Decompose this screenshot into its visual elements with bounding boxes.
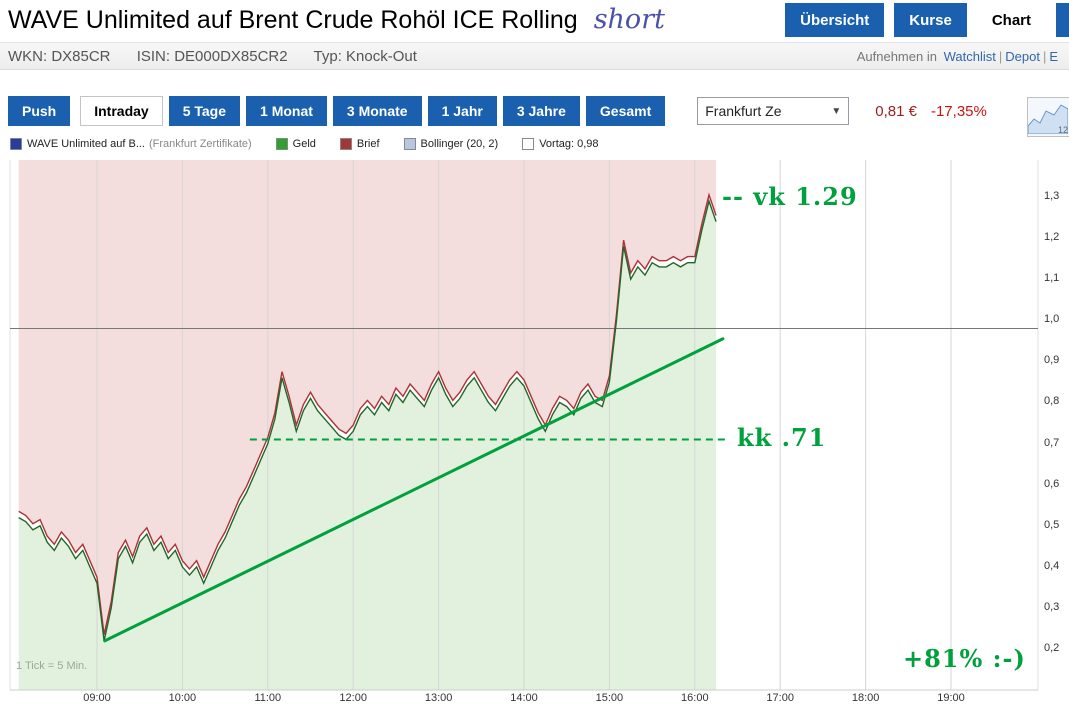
y-tick-label: 1,3	[1044, 189, 1060, 202]
x-tick-label: 16:00	[681, 692, 709, 704]
chart-area: 1,3 1,2 1,1 1,0 0,9 0,8 0,7 0,6 0,5 0,4 0,3 0,2 09:…	[0, 155, 1069, 710]
y-tick-label: 1,2	[1044, 231, 1060, 244]
range-3-jahre[interactable]: 3 Jahre	[502, 96, 580, 126]
chart-toolbar: Push Intraday 5 Tage 1 Monat 3 Monate 1 …	[8, 96, 1069, 137]
range-5-tage[interactable]: 5 Tage	[168, 96, 241, 126]
partial-link[interactable]: E	[1049, 48, 1058, 64]
tab-chart[interactable]: Chart	[976, 3, 1046, 37]
tick-resolution-note: 1 Tick = 5 Min.	[16, 660, 88, 672]
y-tick-label: 0,6	[1044, 477, 1060, 490]
annotation-buy-level: kk .71	[737, 423, 827, 452]
tab-kurse[interactable]: Kurse	[894, 3, 967, 37]
tab-uebersicht[interactable]: Übersicht	[785, 3, 885, 37]
legend-item-geld: Geld	[275, 138, 316, 150]
chevron-down-icon: ▼	[831, 105, 842, 117]
y-tick-label: 0,9	[1044, 354, 1060, 367]
y-tick-label: 0,3	[1044, 600, 1060, 613]
x-axis: 09:00 10:00 11:00 12:00 13:00 14:00 15:00 16:00…	[0, 692, 1040, 708]
x-tick-label: 15:00	[595, 692, 624, 704]
exchange-dropdown[interactable]: Frankfurt Ze ▼	[697, 97, 850, 125]
instrument-title: WAVE Unlimited auf Brent Crude Rohöl ICE…	[8, 6, 578, 34]
y-tick-label: 1,0	[1044, 313, 1060, 326]
exchange-selected-value: Frankfurt Ze	[705, 103, 782, 119]
x-tick-label: 17:00	[766, 692, 794, 704]
legend-swatch-brief	[339, 138, 352, 150]
legend-swatch-bollinger	[403, 138, 416, 150]
range-intraday[interactable]: Intraday	[80, 96, 163, 126]
mini-preview-label: 12	[1057, 125, 1068, 135]
watchlist-actions: Aufnehmen in Watchlist | Depot | E	[857, 49, 1061, 64]
push-button[interactable]: Push	[8, 96, 71, 126]
page-title: WAVE Unlimited auf Brent Crude Rohöl ICE…	[8, 4, 665, 35]
annotation-sell-level: -- vk 1.29	[722, 182, 858, 211]
intraday-price-chart[interactable]	[0, 155, 1040, 691]
range-3-monate[interactable]: 3 Monate	[332, 96, 422, 126]
depot-link[interactable]: Depot	[1005, 48, 1040, 64]
separator: |	[998, 48, 1003, 64]
instrument-info-bar: WKN: DX85CR ISIN: DE000DX85CR2 Typ: Knoc…	[0, 42, 1069, 70]
top-navigation: Übersicht Kurse Chart	[785, 3, 1069, 37]
legend-label-instrument: WAVE Unlimited auf B...	[27, 138, 145, 150]
x-tick-label: 12:00	[339, 692, 367, 704]
x-tick-label: 09:00	[83, 692, 111, 704]
top-bar: WAVE Unlimited auf Brent Crude Rohöl ICE…	[0, 0, 1069, 42]
annotation-gain-percent: +81% :-)	[903, 644, 1026, 673]
tab-partial-cutoff[interactable]	[1056, 3, 1069, 37]
chart-legend: WAVE Unlimited auf B... (Frankfurt Zerti…	[10, 138, 599, 150]
legend-label-geld: Geld	[292, 138, 316, 150]
x-tick-label: 11:00	[254, 692, 282, 704]
watchlist-prefix: Aufnehmen in	[856, 48, 937, 64]
y-tick-label: 1,1	[1044, 272, 1060, 285]
x-tick-label: 13:00	[424, 692, 453, 704]
typ-value: Typ: Knock-Out	[313, 47, 417, 65]
legend-exchange-suffix: (Frankfurt Zertifikate)	[148, 138, 252, 150]
instrument-ids: WKN: DX85CR ISIN: DE000DX85CR2 Typ: Knoc…	[8, 48, 439, 65]
x-tick-label: 18:00	[851, 692, 880, 704]
price-change-percent: -17,35%	[930, 102, 987, 120]
wkn-value: WKN: DX85CR	[8, 47, 111, 65]
chart-zoom-preview[interactable]: 12	[1027, 97, 1069, 137]
isin-value: ISIN: DE000DX85CR2	[136, 47, 288, 65]
legend-swatch-instrument	[10, 138, 22, 150]
legend-label-brief: Brief	[356, 138, 380, 150]
legend-item-vortag: Vortag: 0,98	[522, 138, 599, 150]
x-tick-label: 14:00	[510, 692, 538, 704]
x-tick-label: 10:00	[168, 692, 197, 704]
short-handwritten-note: short	[593, 4, 665, 35]
legend-swatch-geld	[275, 138, 288, 150]
range-1-monat[interactable]: 1 Monat	[246, 96, 327, 126]
x-tick-label: 19:00	[937, 692, 965, 704]
current-price: 0,81 €	[875, 102, 917, 120]
separator: |	[1042, 48, 1047, 64]
range-gesamt[interactable]: Gesamt	[585, 96, 666, 126]
y-tick-label: 0,4	[1044, 559, 1060, 572]
y-axis: 1,3 1,2 1,1 1,0 0,9 0,8 0,7 0,6 0,5 0,4 0,3 0,2	[1044, 155, 1069, 695]
legend-item-instrument: WAVE Unlimited auf B... (Frankfurt Zerti…	[10, 138, 252, 150]
legend-item-bollinger: Bollinger (20, 2)	[403, 138, 499, 150]
y-tick-label: 0,2	[1044, 642, 1060, 655]
legend-label-vortag: Vortag: 0,98	[539, 138, 599, 150]
y-tick-label: 0,8	[1044, 395, 1060, 408]
y-tick-label: 0,5	[1044, 518, 1060, 531]
legend-item-brief: Brief	[339, 138, 380, 150]
y-tick-label: 0,7	[1044, 436, 1060, 449]
legend-label-bollinger: Bollinger (20, 2)	[420, 138, 499, 150]
watchlist-link[interactable]: Watchlist	[943, 48, 996, 64]
range-1-jahr[interactable]: 1 Jahr	[427, 96, 497, 126]
legend-swatch-vortag	[522, 138, 535, 150]
